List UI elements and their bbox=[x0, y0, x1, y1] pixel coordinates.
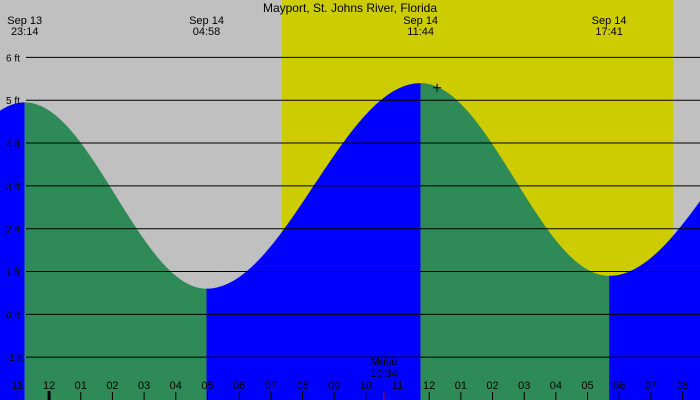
x-tick-label: 09 bbox=[328, 380, 340, 392]
extreme-time-label: 17:41 bbox=[595, 26, 623, 38]
x-tick-label: 05 bbox=[581, 380, 593, 392]
x-tick-label: 07 bbox=[265, 380, 277, 392]
moon-event-name: Mrise bbox=[370, 356, 397, 368]
moon-event-time: 10:34 bbox=[370, 368, 398, 380]
x-tick-label: 02 bbox=[486, 380, 498, 392]
x-tick-label: 10 bbox=[360, 380, 372, 392]
x-tick-label: 03 bbox=[518, 380, 530, 392]
x-tick-label: 08 bbox=[296, 380, 308, 392]
x-axis-hour-ticks: 11 12 01 02 03 04 05 06 07 08 09 10 11 12 01 02 03 04 05 06… bbox=[12, 380, 689, 400]
y-tick-label: 3 ft bbox=[6, 182, 20, 193]
x-tick-label: 06 bbox=[233, 380, 245, 392]
chart-title: Mayport, St. Johns River, Florida bbox=[263, 1, 437, 15]
extreme-date-label: Sep 14 bbox=[403, 15, 438, 27]
x-tick-label: 04 bbox=[170, 380, 182, 392]
x-tick-label: 06 bbox=[613, 380, 625, 392]
extreme-time-label: 04:58 bbox=[193, 26, 221, 38]
x-tick-label: 12 bbox=[43, 380, 55, 392]
x-tick-label: 12 bbox=[423, 380, 435, 392]
y-tick-label: 0 ft bbox=[6, 310, 20, 321]
y-tick-label: 5 ft bbox=[6, 96, 20, 107]
x-tick-label: 07 bbox=[645, 380, 657, 392]
y-tick-label: 6 ft bbox=[6, 53, 20, 64]
rising-tide-area-4 bbox=[609, 201, 700, 400]
y-tick-label: 2 ft bbox=[6, 225, 20, 236]
x-tick-label: 11 bbox=[12, 380, 23, 392]
extreme-date-label: Sep 14 bbox=[189, 15, 224, 27]
extreme-date-label: Sep 13 bbox=[7, 15, 42, 27]
falling-tide-area-3 bbox=[420, 83, 610, 400]
rising-tide-area-0 bbox=[0, 102, 25, 400]
x-tick-label: 02 bbox=[106, 380, 118, 392]
extreme-time-label: 11:44 bbox=[407, 26, 434, 38]
y-tick-label: 1 ft bbox=[6, 268, 20, 279]
x-tick-label: 11 bbox=[392, 380, 403, 392]
x-tick-label: 01 bbox=[75, 380, 87, 392]
x-tick-label: 08 bbox=[676, 380, 688, 392]
y-tick-label: 4 ft bbox=[6, 139, 20, 150]
falling-tide-area-1 bbox=[24, 102, 207, 400]
y-axis-labels: -1 ft 0 ft 1 ft 2 ft 3 ft 4 ft 5 ft 6 ft bbox=[6, 53, 23, 364]
height-gridlines bbox=[26, 56, 700, 358]
current-time-marker bbox=[433, 83, 442, 92]
x-tick-label: 04 bbox=[550, 380, 562, 392]
x-tick-label: 03 bbox=[138, 380, 150, 392]
x-tick-label: 05 bbox=[201, 380, 213, 392]
rising-tide-area-2 bbox=[206, 83, 421, 400]
x-tick-label: 01 bbox=[455, 380, 467, 392]
y-tick-label: -1 ft bbox=[6, 353, 23, 364]
extreme-time-label: 23:14 bbox=[11, 26, 39, 38]
extreme-date-label: Sep 14 bbox=[592, 15, 627, 27]
tide-areas bbox=[0, 83, 700, 400]
